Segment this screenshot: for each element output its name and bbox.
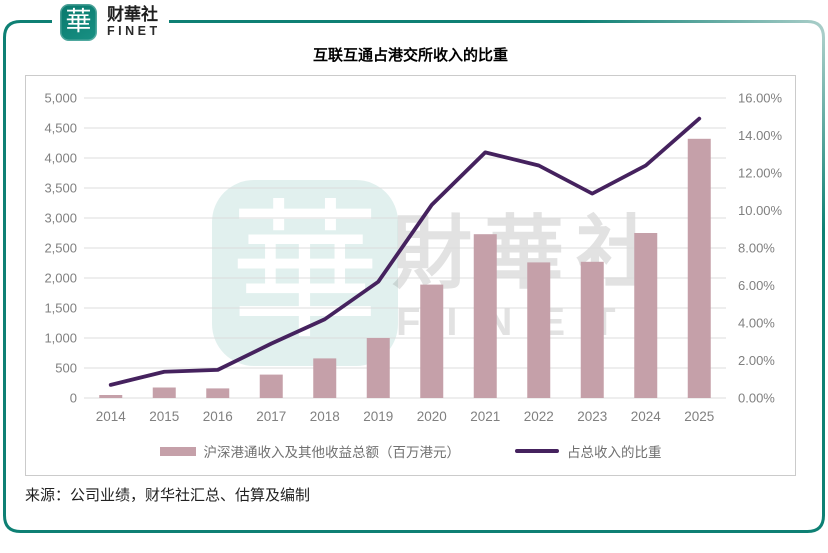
svg-text:4,000: 4,000 (44, 151, 77, 166)
svg-text:2,500: 2,500 (44, 241, 77, 256)
svg-text:1,500: 1,500 (44, 301, 77, 316)
chart-legend: 沪深港通收入及其他收益总额（百万港元） 占总收入的比重 (26, 441, 795, 461)
legend-item-bar-series: 沪深港通收入及其他收益总额（百万港元） (159, 441, 461, 461)
svg-text:0.00%: 0.00% (738, 391, 775, 406)
svg-text:2023: 2023 (577, 409, 607, 424)
svg-text:2022: 2022 (524, 409, 554, 424)
line-series-swatch (515, 449, 559, 453)
brand-name-en: FINET (107, 23, 161, 38)
svg-text:500: 500 (55, 361, 77, 376)
finet-logo-icon: 華 (60, 3, 97, 41)
svg-text:1,000: 1,000 (44, 331, 77, 346)
svg-text:2018: 2018 (310, 409, 340, 424)
svg-text:8.00%: 8.00% (738, 241, 775, 256)
svg-text:2017: 2017 (256, 409, 286, 424)
brand-logo: 華 财華社 FINET (52, 1, 169, 43)
svg-text:3,000: 3,000 (44, 211, 77, 226)
brand-name-cn: 财華社 (107, 5, 158, 25)
svg-text:2.00%: 2.00% (738, 353, 775, 368)
svg-text:2020: 2020 (417, 409, 447, 424)
svg-text:2025: 2025 (684, 409, 714, 424)
svg-text:4.00%: 4.00% (738, 316, 775, 331)
logo-glyph: 華 (65, 7, 92, 37)
svg-text:2019: 2019 (363, 409, 393, 424)
chart-panel: 華 財華社 FINET 0 500 1,000 1,500 2,000 2,500 3,00… (25, 75, 796, 476)
bar-series-swatch (159, 446, 196, 456)
bar-series-label: 沪深港通收入及其他收益总额（百万港元） (203, 445, 461, 460)
chart-title: 互联互通占港交所收入的比重 (312, 47, 508, 64)
svg-text:10.00%: 10.00% (738, 203, 783, 218)
svg-text:12.00%: 12.00% (738, 166, 783, 181)
svg-text:14.00%: 14.00% (738, 128, 783, 143)
source-note: 来源：公司业绩，财华社汇总、估算及编制 (25, 487, 311, 504)
legend-item-line-series: 占总收入的比重 (515, 441, 662, 461)
svg-text:0: 0 (70, 391, 77, 406)
svg-text:5,000: 5,000 (44, 91, 77, 106)
svg-text:4,500: 4,500 (44, 121, 77, 136)
svg-text:6.00%: 6.00% (738, 278, 775, 293)
svg-text:2021: 2021 (470, 409, 500, 424)
svg-text:2024: 2024 (631, 409, 662, 424)
svg-text:2016: 2016 (203, 409, 233, 424)
svg-text:2,000: 2,000 (44, 271, 77, 286)
line-series-label: 占总收入的比重 (567, 445, 662, 460)
svg-text:2015: 2015 (149, 409, 179, 424)
revenue-share-combo-chart: 0 500 1,000 1,500 2,000 2,500 3,000 3,500 4,000 4… (44, 91, 783, 425)
svg-text:3,500: 3,500 (44, 181, 77, 196)
svg-text:16.00%: 16.00% (738, 91, 783, 106)
svg-text:2014: 2014 (96, 409, 127, 424)
